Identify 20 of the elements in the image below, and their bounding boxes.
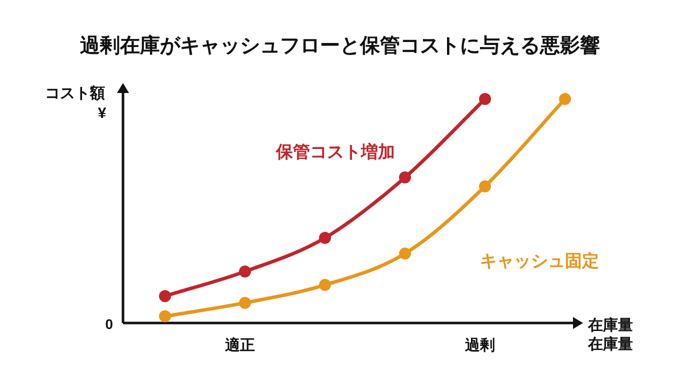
series-label: 保管コスト増加 [275,141,395,162]
x-tick-label: 過剰 [464,337,495,354]
text: 在庫量 [587,335,633,353]
y-axis-title: コスト額 ¥ [45,85,107,122]
chart-title: 過剰在庫がキャッシュフローと保管コストに与える悪影響 [79,34,600,57]
point [559,93,571,105]
x-tick-label: 適正 [224,336,255,354]
x-axis-title: 在庫量 [587,316,633,334]
text: 0 [105,316,114,332]
point [159,290,171,302]
point [159,310,171,322]
point [479,93,491,105]
point [239,296,251,309]
point [479,180,491,192]
text: キャッシュ固定 [480,251,599,270]
point [319,278,331,291]
point [399,248,411,260]
point [319,232,331,244]
point [399,171,411,184]
point [239,265,251,278]
